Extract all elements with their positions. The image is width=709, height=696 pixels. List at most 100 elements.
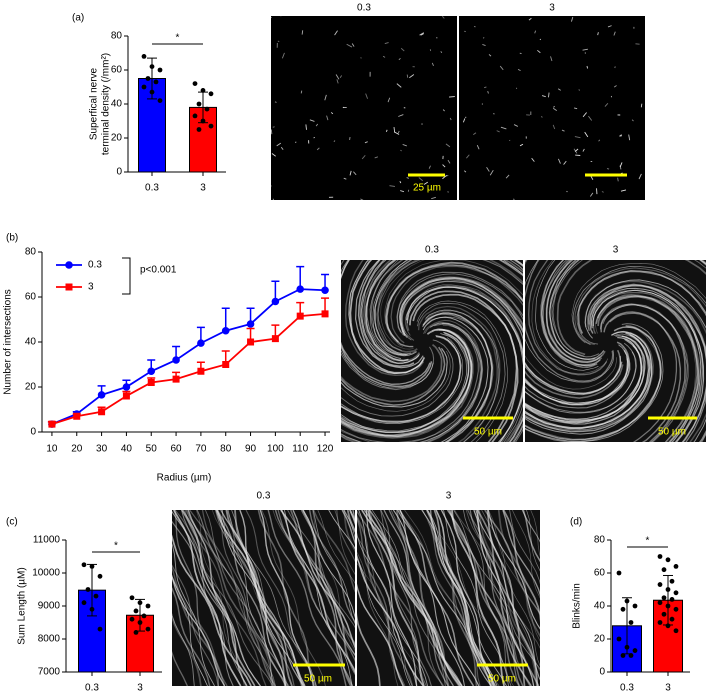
nerve-speck [272, 126, 275, 128]
data-point [669, 578, 675, 584]
nerve-fiber [587, 285, 706, 442]
y-tick-label: 0 [116, 167, 122, 178]
nerve-fiber [369, 260, 523, 357]
nerve-fiber [591, 289, 704, 442]
nerve-speck [499, 65, 504, 71]
data-point [89, 564, 95, 569]
y-tick-label: 60 [25, 292, 37, 303]
nerve-fiber [525, 326, 661, 440]
nerve-speck [619, 165, 622, 170]
data-point [661, 611, 667, 617]
nerve-speck [440, 51, 443, 53]
nerve-speck [597, 32, 599, 36]
nerve-speck [463, 170, 467, 173]
nerve-speck [382, 55, 386, 58]
nerve-speck [276, 142, 282, 147]
data-point [85, 587, 91, 592]
data-point [669, 597, 675, 602]
nerve-fiber [328, 510, 355, 550]
scale-bar-label: 25 µm [413, 183, 441, 194]
nerve-speck [418, 177, 424, 182]
nerve-speck [558, 158, 561, 164]
nerve-speck [574, 136, 581, 139]
nerve-speck [573, 148, 578, 154]
data-point [204, 106, 210, 112]
micrograph-texture [341, 260, 523, 442]
nerve-fiber [400, 280, 523, 442]
nerve-fiber [201, 510, 275, 686]
nerve-speck [588, 115, 593, 121]
nerve-fiber [341, 323, 484, 442]
nerve-fiber [187, 510, 248, 686]
nerve-fiber [525, 331, 653, 433]
nerve-fiber [245, 510, 318, 686]
nerve-fiber [525, 341, 631, 406]
nerve-fiber [525, 349, 630, 409]
nerve-fiber [377, 260, 523, 352]
nerve-fiber [597, 295, 699, 442]
nerve-speck [487, 91, 489, 94]
nerve-speck [396, 83, 402, 88]
nerve-speck [326, 115, 329, 121]
marker [221, 326, 230, 335]
nerve-fiber [172, 574, 208, 686]
nerve-fiber [525, 260, 621, 394]
nerve-speck [601, 191, 604, 193]
x-tick-label: 80 [220, 444, 232, 455]
x-tick-label: 20 [71, 444, 83, 455]
nerve-fiber [449, 510, 524, 686]
nerve-fiber [277, 510, 355, 663]
marker [247, 338, 255, 346]
nerve-fiber [525, 323, 664, 442]
nerve-fiber [525, 260, 614, 382]
marker [97, 391, 106, 399]
nerve-speck [541, 115, 543, 118]
marker [122, 392, 130, 400]
nerve-fiber [521, 510, 540, 543]
image-label: 0.3 [357, 3, 371, 14]
data-point [129, 616, 135, 622]
nerve-speck [582, 148, 585, 152]
nerve-speck [442, 174, 447, 180]
nerve-fiber [412, 293, 518, 442]
nerve-speck [513, 124, 519, 127]
scale-bar-label: 50 µm [474, 427, 502, 438]
nerve-fiber [308, 510, 355, 624]
nerve-speck [620, 189, 627, 192]
data-point [133, 608, 139, 614]
nerve-speck [342, 106, 345, 109]
data-point [208, 123, 214, 129]
nerve-fiber [357, 562, 425, 686]
marker [222, 361, 230, 368]
nerve-fiber [572, 265, 706, 345]
nerve-fiber [589, 284, 706, 442]
nerve-fiber [421, 313, 494, 442]
nerve-fiber [587, 283, 706, 442]
nerve-fiber [302, 510, 355, 619]
nerve-speck [628, 134, 631, 141]
nerve-fiber [422, 312, 493, 442]
nerve-fiber [577, 270, 706, 442]
data-point [192, 81, 198, 86]
nerve-speck [528, 17, 532, 21]
nerve-fiber [312, 510, 355, 593]
nerve-speck [570, 16, 574, 22]
nerve-fiber [602, 304, 688, 442]
nerve-fiber [425, 309, 500, 442]
nerve-fiber [357, 532, 429, 686]
nerve-fiber [172, 613, 202, 686]
nerve-speck [339, 75, 343, 78]
data-point [657, 620, 663, 625]
nerve-fiber [407, 286, 523, 442]
nerve-fiber [239, 510, 287, 686]
nerve-speck [541, 95, 546, 98]
marker [246, 320, 255, 328]
nerve-fiber [185, 510, 276, 686]
nerve-speck [365, 93, 369, 99]
nerve-fiber [525, 260, 617, 390]
nerve-fiber [422, 316, 489, 442]
nerve-fiber [545, 260, 603, 363]
nerve-speck [613, 85, 617, 88]
data-point [145, 76, 151, 81]
nerve-speck [550, 56, 553, 62]
